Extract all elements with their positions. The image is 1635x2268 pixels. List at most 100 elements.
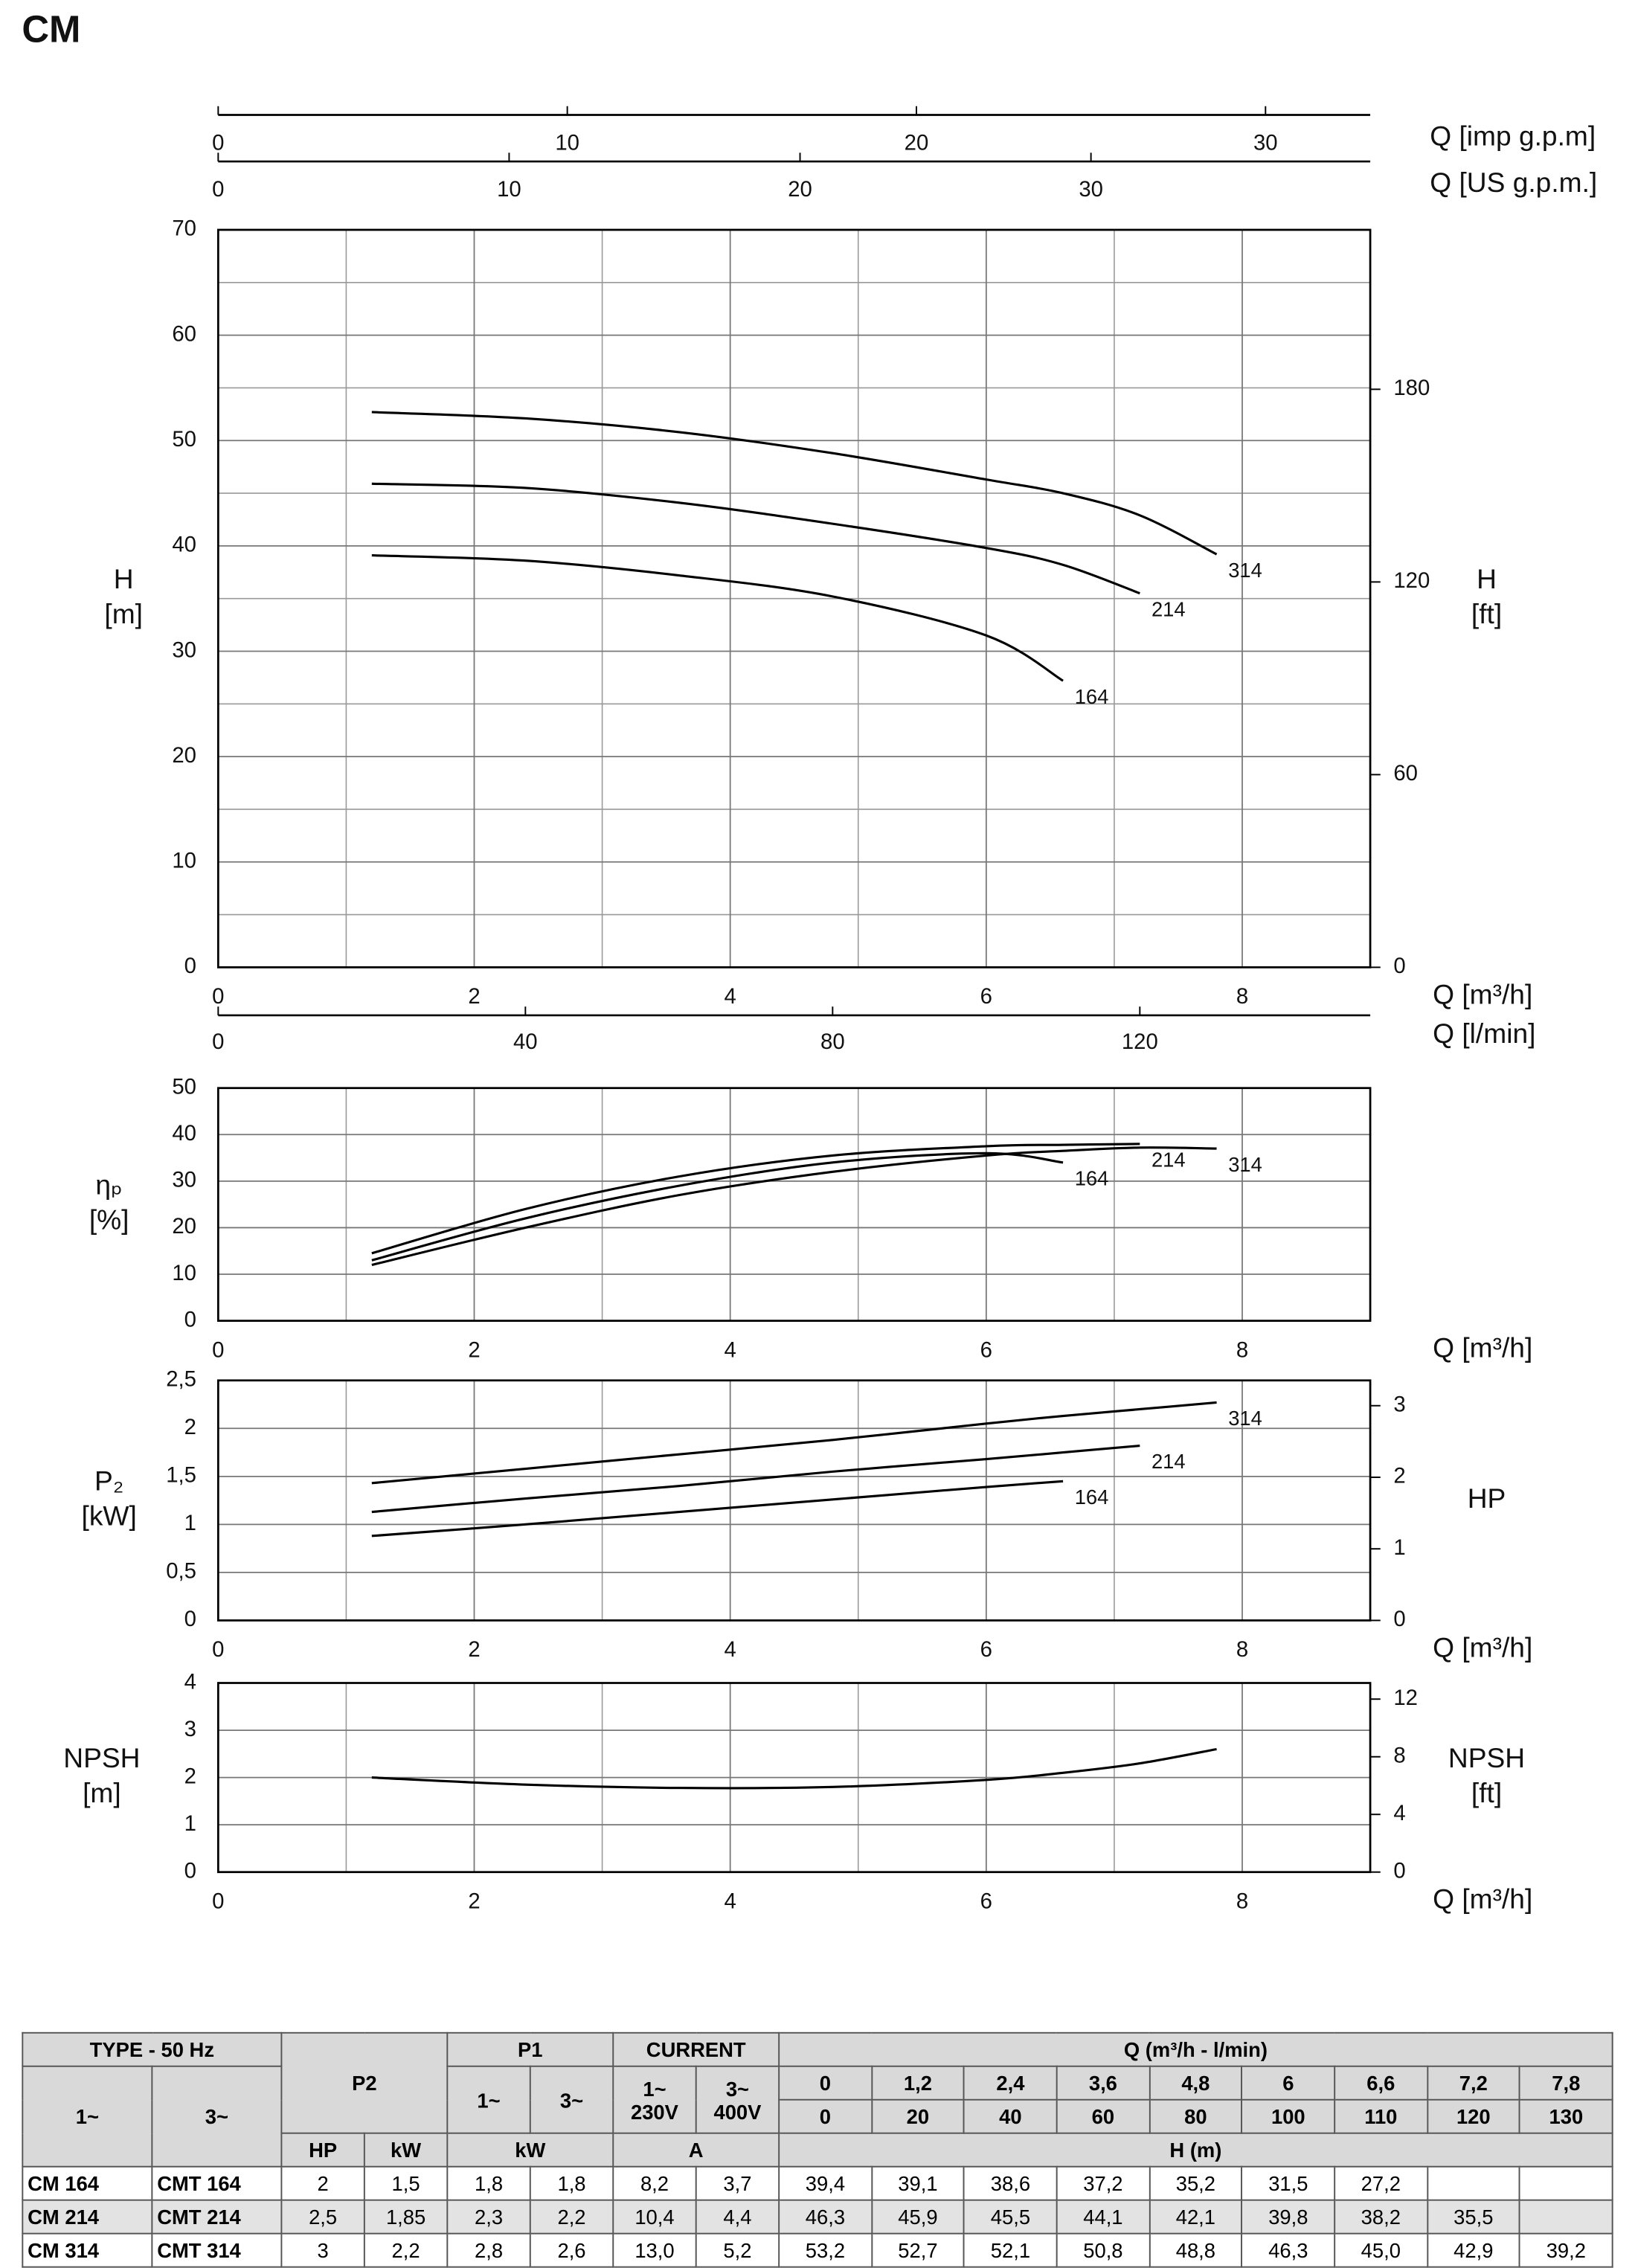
table-cell: 10,4: [612, 2199, 697, 2235]
y2-axis-label: [ft]: [1471, 1777, 1502, 1808]
y-axis-label: NPSH: [63, 1742, 140, 1773]
header-cell: kW: [446, 2132, 614, 2168]
x-tick-label: 6: [980, 1889, 992, 1914]
plot-frame: [216, 1682, 1372, 1874]
top-axis-tick-label: 20: [788, 177, 812, 202]
table-cell: CMT 314: [151, 2232, 283, 2268]
plot-frame: [216, 1087, 1372, 1322]
y-tick-label: 30: [172, 637, 196, 662]
x-axis-label: Q [m³/h]: [1433, 978, 1532, 1009]
table-cell: 48,8: [1149, 2232, 1243, 2268]
x-tick-label: 0: [212, 1337, 224, 1362]
series-line: [371, 1480, 1064, 1538]
series-label: 164: [1075, 1167, 1109, 1190]
table-cell: 7,8: [1519, 2065, 1613, 2101]
x2-tick-label: 0: [212, 1029, 224, 1054]
top-axis-tick-label: 30: [1079, 177, 1103, 202]
header-cell: P2: [280, 2031, 449, 2134]
y-tick-label: 20: [172, 1214, 196, 1239]
header-cell: 3~: [151, 2065, 283, 2168]
y2-axis-label: NPSH: [1448, 1742, 1525, 1773]
table-cell: 50,8: [1056, 2232, 1151, 2268]
top-axis-tick-label: 10: [555, 130, 579, 155]
table-cell: 6,6: [1334, 2065, 1428, 2101]
y2-axis-label: HP: [1468, 1482, 1506, 1514]
series-label: 314: [1228, 1407, 1262, 1430]
y-tick-label: 20: [172, 743, 196, 768]
table-cell: 39,1: [870, 2165, 966, 2201]
y-tick-label: 2: [184, 1415, 196, 1439]
header-cell: CURRENT: [612, 2031, 780, 2067]
x-tick-label: 6: [980, 984, 992, 1009]
table-cell: 1,2: [870, 2065, 966, 2101]
y-tick-label: 10: [172, 1261, 196, 1285]
table-cell: 3: [280, 2232, 365, 2268]
y-tick-label: 0: [184, 1607, 196, 1631]
series-label: 314: [1228, 559, 1262, 582]
x-tick-label: 2: [468, 984, 480, 1009]
y-tick-label: 1: [184, 1511, 196, 1535]
table-row: CM 164 CMT 164 2 1,5 1,8 1,8 8,2 3,7 39,4 39,1 38,…: [22, 2165, 1613, 2201]
series-line: [371, 554, 1064, 682]
series-line: [371, 1747, 1217, 1790]
x-axis-label: Q [m³/h]: [1433, 1631, 1532, 1663]
y-axis-label: H: [114, 563, 134, 594]
x-tick-label: 6: [980, 1337, 992, 1362]
y-axis-label: [kW]: [82, 1500, 137, 1531]
header-cell: HP: [280, 2132, 365, 2168]
y2-tick-label: 0: [1393, 1858, 1405, 1883]
table-cell: 2,8: [446, 2232, 531, 2268]
table-cell: 53,2: [778, 2232, 873, 2268]
page-title: CM: [22, 7, 80, 50]
header-cell: 1~: [22, 2065, 153, 2168]
y-tick-label: 3: [184, 1717, 196, 1741]
series-label: 214: [1151, 1149, 1186, 1172]
table-cell: 80: [1149, 2098, 1243, 2134]
y-tick-label: 2: [184, 1764, 196, 1788]
x2-tick-label: 40: [513, 1029, 538, 1054]
table-cell: 2,2: [363, 2232, 449, 2268]
y-tick-label: 4: [184, 1669, 196, 1694]
x-tick-label: 8: [1236, 1337, 1248, 1362]
x-tick-label: 4: [725, 1637, 736, 1662]
y2-tick-label: 0: [1393, 1607, 1405, 1631]
y2-tick-label: 8: [1393, 1743, 1405, 1767]
table-cell: 60: [1056, 2098, 1151, 2134]
table-cell: 2,2: [529, 2199, 614, 2235]
table-cell: 35,2: [1149, 2165, 1243, 2201]
y2-tick-label: 180: [1393, 376, 1430, 400]
y-tick-label: 50: [172, 427, 196, 452]
y2-axis-label: H: [1477, 563, 1497, 594]
series-label: 164: [1075, 1485, 1109, 1509]
table-cell: 31,5: [1241, 2165, 1336, 2201]
table-cell: 20: [870, 2098, 966, 2134]
header-cell: H (m): [778, 2132, 1613, 2168]
header-cell: TYPE - 50 Hz: [22, 2031, 283, 2067]
y-tick-label: 0: [184, 954, 196, 978]
table-cell: 4,4: [695, 2199, 780, 2235]
table-cell: 1,5: [363, 2165, 449, 2201]
series-line: [371, 1401, 1217, 1485]
top-axis-tick-label: 0: [212, 130, 224, 155]
x-tick-label: 2: [468, 1637, 480, 1662]
table-cell: 2,4: [963, 2065, 1058, 2101]
table-cell: 27,2: [1334, 2165, 1428, 2201]
table-cell: 8,2: [612, 2165, 697, 2201]
table-cell: 3,6: [1056, 2065, 1151, 2101]
y-axis-label: [m]: [104, 598, 143, 629]
table-cell: CM 164: [22, 2165, 153, 2201]
series-line: [371, 1444, 1140, 1514]
y2-tick-label: 0: [1393, 954, 1405, 978]
header-line: 3~: [725, 2076, 750, 2100]
table-cell: 39,2: [1519, 2232, 1613, 2268]
table-cell: 2,3: [446, 2199, 531, 2235]
y-tick-label: 30: [172, 1168, 196, 1192]
table-cell: 52,7: [870, 2232, 966, 2268]
series-label: 164: [1075, 685, 1109, 708]
table-cell: 4,8: [1149, 2065, 1243, 2101]
top-axis-tick-label: 10: [497, 177, 521, 202]
header-line: 1~: [643, 2076, 666, 2100]
table-cell: [1519, 2165, 1613, 2201]
